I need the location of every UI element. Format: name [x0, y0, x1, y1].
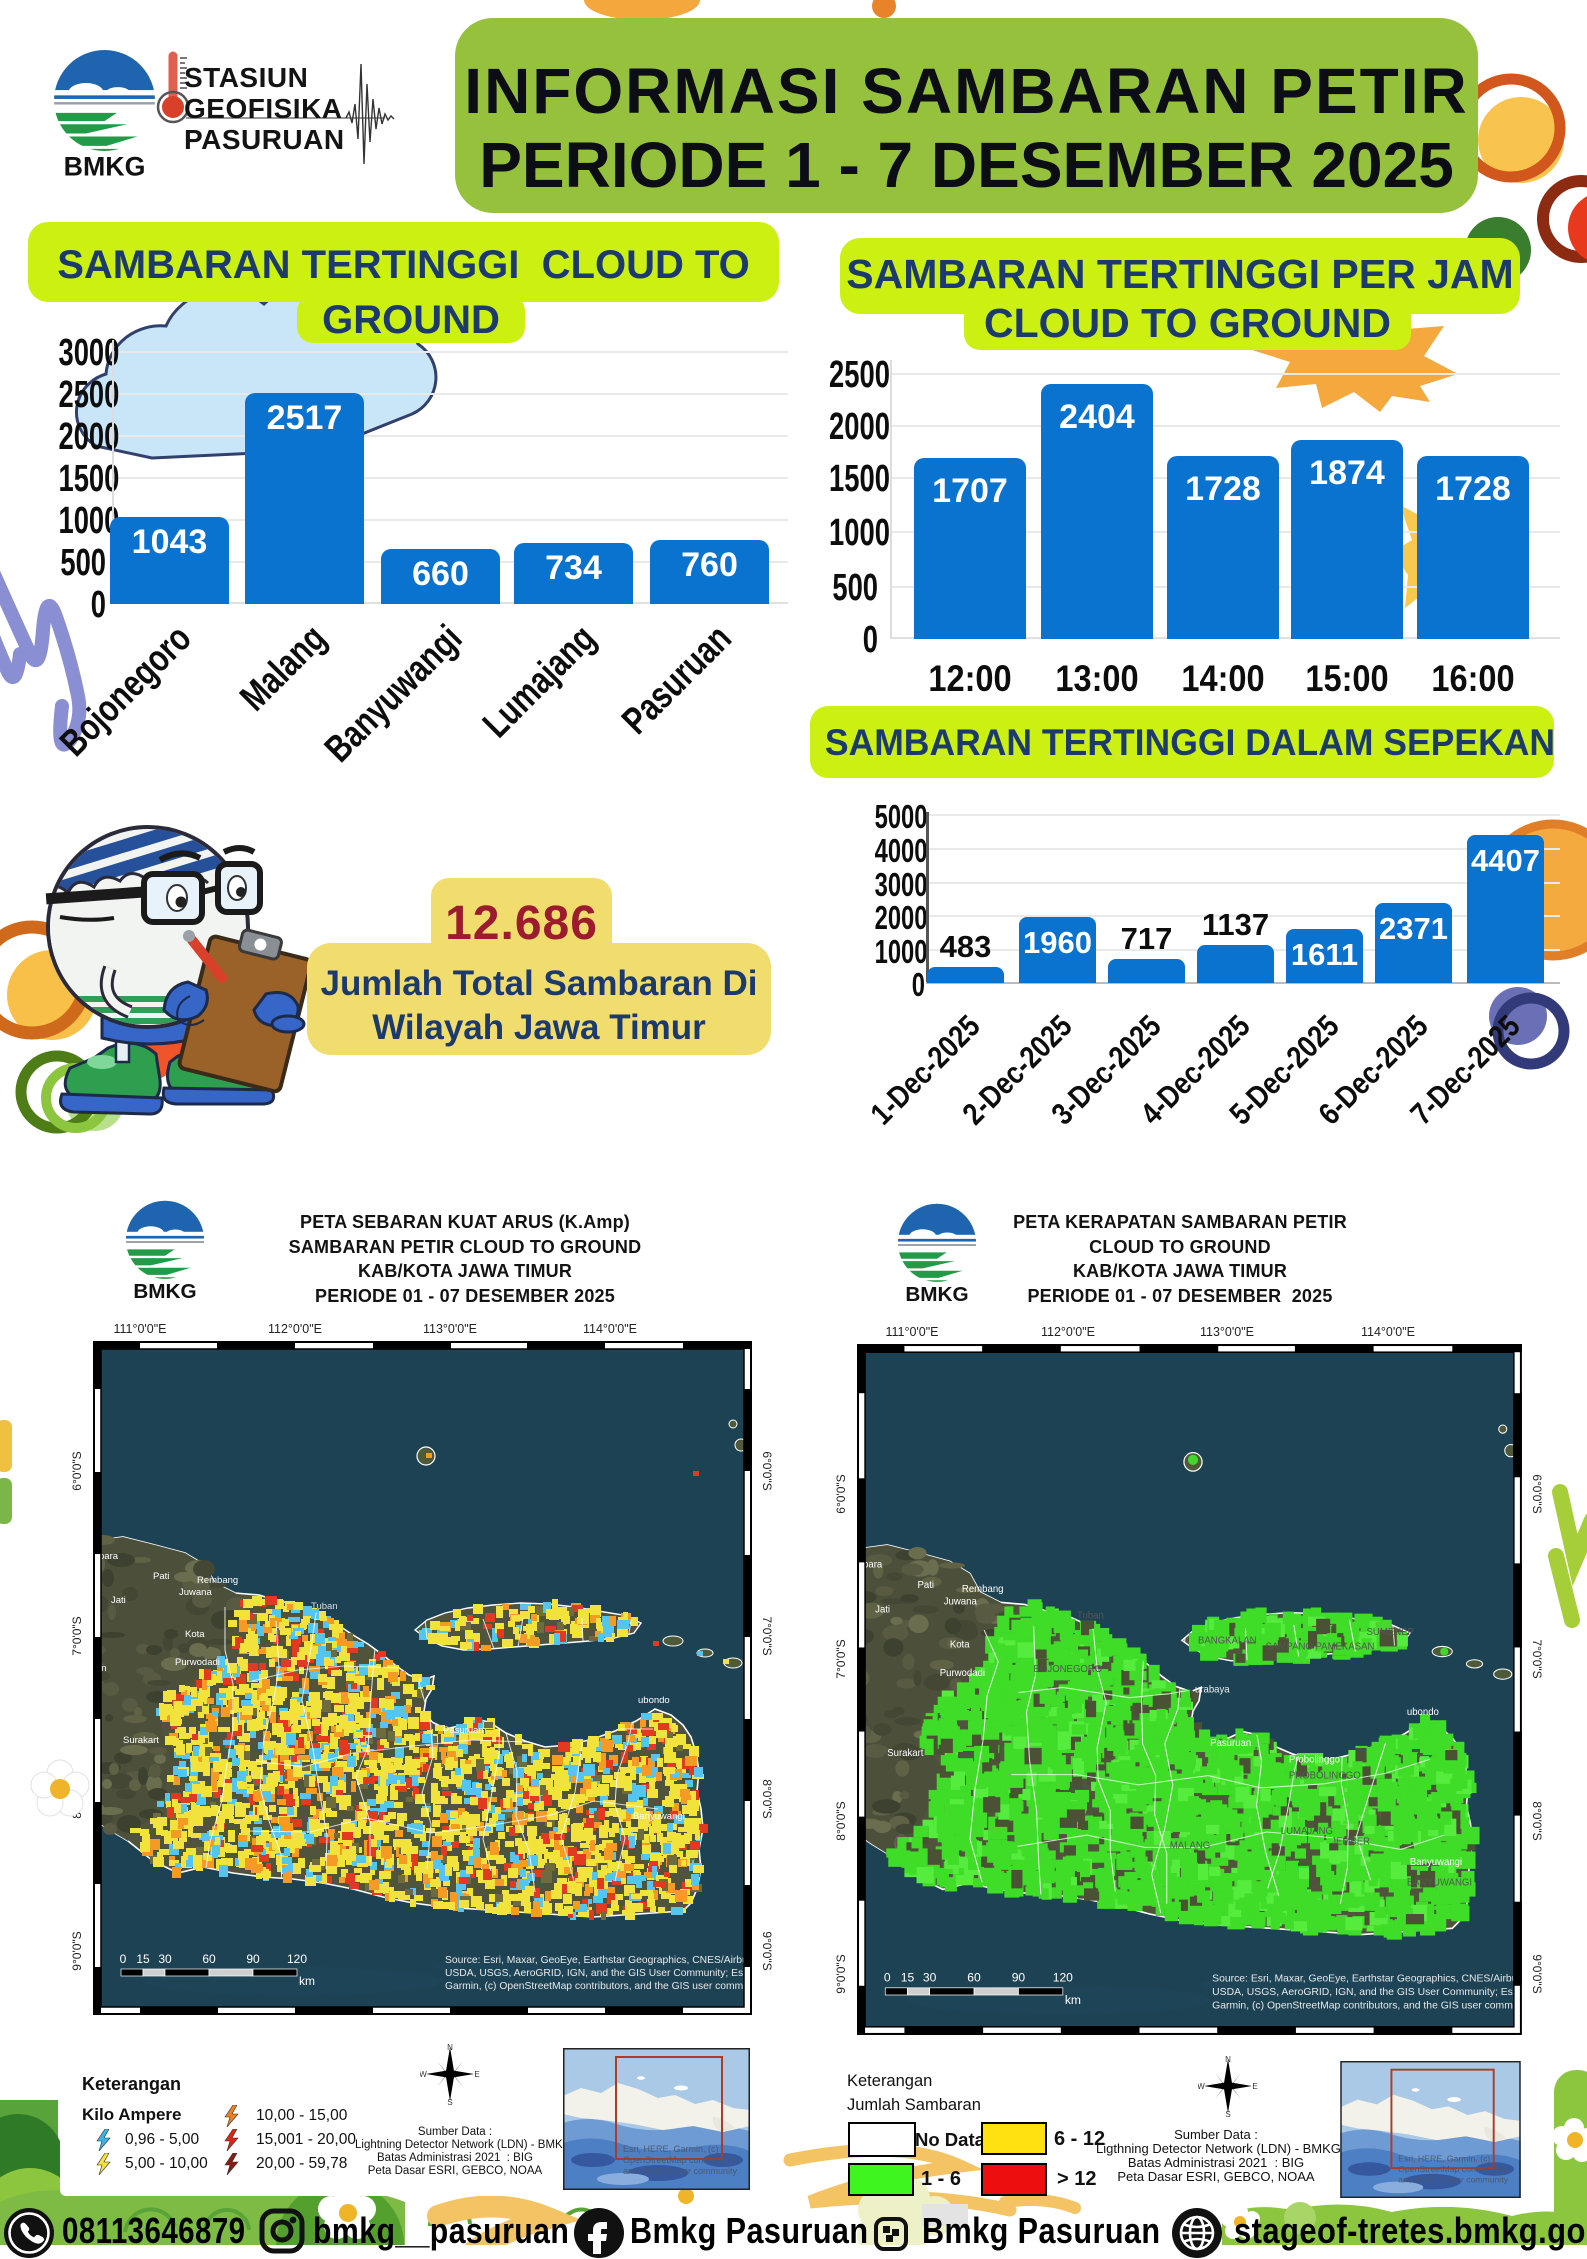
- svg-text:USDA, USGS, AeroGRID, IGN, and: USDA, USGS, AeroGRID, IGN, and the GIS U…: [1212, 1987, 1522, 1998]
- svg-text:BANYUWANGI: BANYUWANGI: [1407, 1877, 1472, 1888]
- svg-text:Banyuwangi: Banyuwangi: [1410, 1857, 1462, 1868]
- svg-text:N: N: [447, 2043, 453, 2052]
- svg-text:Juwana: Juwana: [944, 1596, 978, 1607]
- svg-text:W: W: [1198, 2082, 1205, 2091]
- svg-text:BMKG: BMKG: [905, 1283, 968, 1306]
- svg-text:Jati: Jati: [111, 1595, 126, 1606]
- svg-text:N: N: [1225, 2055, 1231, 2064]
- svg-text:Kota: Kota: [185, 1629, 205, 1640]
- svg-text:para: para: [99, 1551, 119, 1562]
- svg-text:Tuban: Tuban: [1077, 1611, 1104, 1622]
- svg-text:BMKG: BMKG: [133, 1280, 196, 1303]
- svg-text:Esri, HERE, Garmin, (c): Esri, HERE, Garmin, (c): [1398, 2153, 1490, 2163]
- svg-text:Banyuwangi: Banyuwangi: [633, 1811, 685, 1822]
- svg-text:and the GIS user community: and the GIS user community: [1398, 2175, 1509, 2185]
- svg-text:Tuban: Tuban: [311, 1601, 338, 1612]
- svg-text:Juwana: Juwana: [179, 1587, 212, 1598]
- svg-text:60: 60: [202, 1952, 216, 1966]
- svg-text:Rembang: Rembang: [962, 1584, 1004, 1595]
- svg-text:Source: Esri, Maxar, GeoEye, E: Source: Esri, Maxar, GeoEye, Earthstar G…: [1212, 1974, 1522, 1985]
- svg-text:Probolinggo: Probolinggo: [1289, 1754, 1340, 1765]
- svg-text:0: 0: [884, 1971, 891, 1985]
- svg-text:USDA, USGS, AeroGRID, IGN, and: USDA, USGS, AeroGRID, IGN, and the GIS U…: [445, 1968, 752, 1979]
- svg-text:60: 60: [967, 1971, 981, 1985]
- svg-text:Pasuruan: Pasuruan: [443, 1725, 484, 1736]
- svg-text:120: 120: [1053, 1971, 1073, 1985]
- svg-text:OpenStreetMap contributors,: OpenStreetMap contributors,: [1398, 2164, 1509, 2174]
- svg-text:90: 90: [246, 1952, 260, 1966]
- svg-text:Purwodadi: Purwodadi: [940, 1668, 985, 1679]
- svg-text:Esri, HERE, Garmin, (c): Esri, HERE, Garmin, (c): [623, 2144, 719, 2154]
- svg-text:ubondo: ubondo: [1407, 1707, 1439, 1718]
- svg-text:90: 90: [1012, 1971, 1026, 1985]
- svg-text:S: S: [447, 2098, 452, 2107]
- svg-text:30: 30: [923, 1971, 937, 1985]
- svg-text:Kota: Kota: [950, 1639, 970, 1650]
- svg-text:PROBOLINGGO: PROBOLINGGO: [1289, 1771, 1361, 1782]
- svg-text:15: 15: [901, 1971, 915, 1985]
- svg-text:Surakart: Surakart: [887, 1748, 924, 1759]
- svg-text:120: 120: [287, 1952, 307, 1966]
- svg-text:Rembang: Rembang: [197, 1575, 238, 1586]
- svg-text:S: S: [1225, 2110, 1230, 2119]
- svg-text:OpenStreetMap contributors,: OpenStreetMap contributors,: [623, 2155, 739, 2165]
- svg-text:Source: Esri, Maxar, GeoEye, E: Source: Esri, Maxar, GeoEye, Earthstar G…: [445, 1955, 752, 1966]
- svg-text:Pati: Pati: [918, 1580, 935, 1591]
- svg-text:E: E: [474, 2070, 479, 2079]
- svg-text:BANGKALAN: BANGKALAN: [1198, 1635, 1257, 1646]
- svg-text:0: 0: [120, 1952, 127, 1966]
- svg-text:para: para: [863, 1559, 883, 1570]
- svg-text:Pati: Pati: [153, 1571, 169, 1582]
- svg-text:30: 30: [158, 1952, 172, 1966]
- svg-text:BMKG: BMKG: [64, 152, 146, 182]
- svg-text:15: 15: [136, 1952, 150, 1966]
- svg-text:Garmin, (c) OpenStreetMap cont: Garmin, (c) OpenStreetMap contributors, …: [445, 1981, 752, 1992]
- svg-text:SUMENEP: SUMENEP: [1367, 1627, 1414, 1638]
- svg-text:Pasuruan: Pasuruan: [1210, 1738, 1251, 1749]
- svg-text:urabaya: urabaya: [1195, 1685, 1230, 1696]
- svg-text:SAMPANG PAMEKASAN: SAMPANG PAMEKASAN: [1266, 1641, 1375, 1652]
- svg-text:Purwodadi: Purwodadi: [175, 1657, 220, 1668]
- svg-text:Garmin, (c) OpenStreetMap cont: Garmin, (c) OpenStreetMap contributors, …: [1212, 2000, 1522, 2011]
- svg-text:km: km: [1065, 1993, 1081, 2007]
- svg-text:BOJONEGORO: BOJONEGORO: [1034, 1664, 1103, 1675]
- svg-text:ubondo: ubondo: [638, 1695, 670, 1706]
- svg-text:E: E: [1252, 2082, 1257, 2091]
- svg-text:km: km: [299, 1974, 315, 1988]
- svg-text:JEMBER: JEMBER: [1331, 1836, 1370, 1847]
- svg-text:W: W: [420, 2070, 427, 2079]
- svg-text:and the GIS user community: and the GIS user community: [623, 2166, 738, 2176]
- svg-text:MALANG: MALANG: [1170, 1840, 1210, 1851]
- svg-text:Jati: Jati: [875, 1605, 890, 1616]
- svg-text:LUMAJANG: LUMAJANG: [1281, 1826, 1333, 1837]
- svg-text:Surakart: Surakart: [123, 1735, 159, 1746]
